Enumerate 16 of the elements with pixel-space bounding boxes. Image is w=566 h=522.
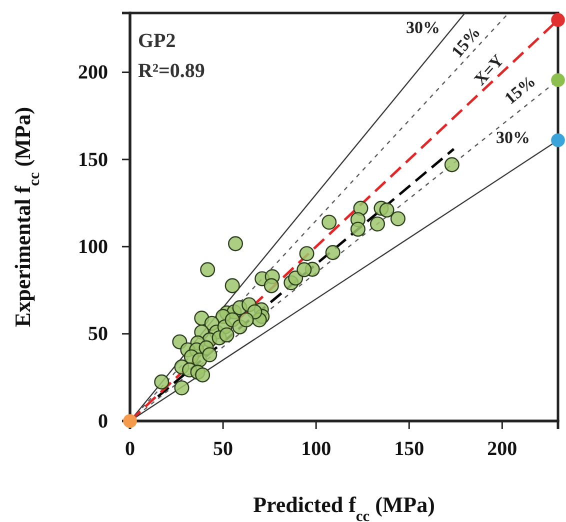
x-tick-label: 150 — [394, 438, 424, 460]
annotation: R²=0.89 — [138, 60, 205, 82]
annotation: 15% — [500, 72, 540, 108]
x-axis-title: Predicted f$_{cc}$ (MPa) — [253, 492, 435, 522]
y-tick-label: 150 — [78, 148, 108, 171]
y-tick-label: 0 — [98, 410, 108, 432]
y-tick-label: 200 — [78, 62, 108, 84]
y-tick-label: 50 — [88, 323, 108, 346]
annotation: 30% — [496, 128, 530, 147]
annotation: GP2 — [138, 30, 176, 52]
x-tick-label: 200 — [487, 438, 518, 460]
x-tick-label: 100 — [301, 438, 332, 460]
x-tick-label: 0 — [125, 438, 135, 460]
y-tick-label: 100 — [78, 236, 108, 258]
x-tick-label: 50 — [213, 438, 234, 460]
annotation: 30% — [406, 18, 440, 37]
